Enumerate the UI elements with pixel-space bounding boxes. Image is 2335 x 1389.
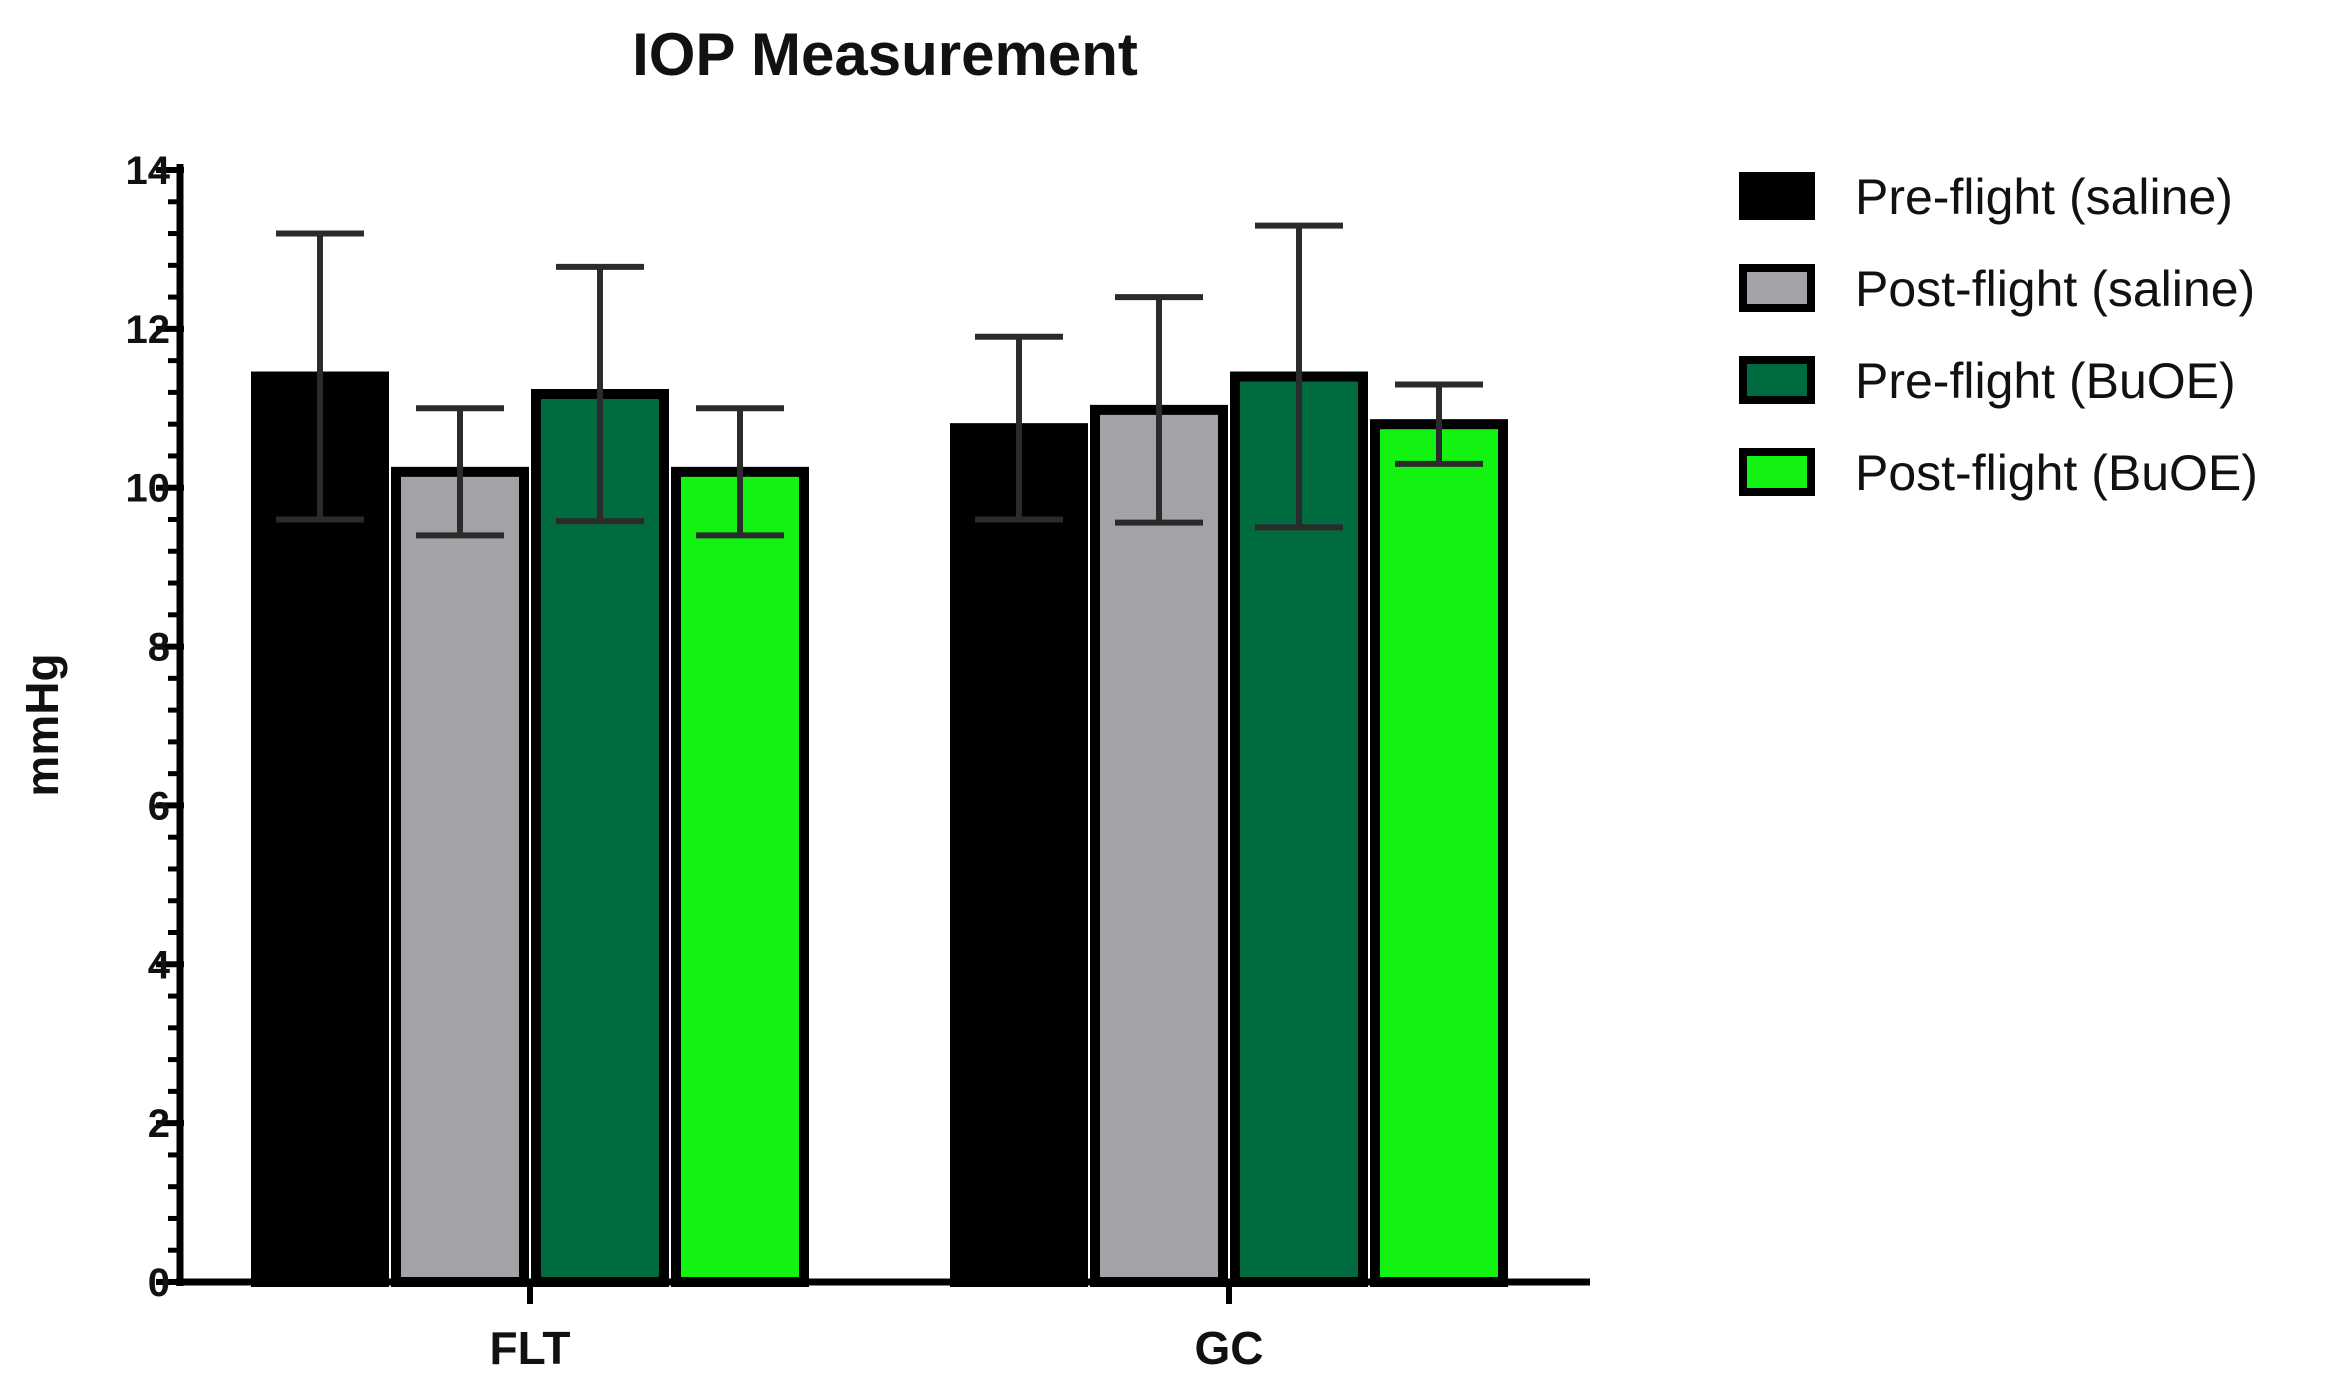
- y-tick-label: 14: [126, 149, 171, 193]
- error-bar-gc-series-1: [975, 333, 1063, 523]
- error-bar-flt-series-1: [276, 230, 364, 523]
- bars-layer: [251, 371, 1508, 1288]
- legend-item: Post-flight (saline): [1739, 261, 2255, 317]
- y-tick-label: 2: [148, 1102, 170, 1146]
- legend-swatch: [1739, 264, 1815, 312]
- legend-swatch: [1739, 356, 1815, 404]
- bar-gc-series-4: [1370, 419, 1508, 1287]
- bar-gc-series-1: [950, 423, 1088, 1287]
- y-tick-label: 8: [148, 626, 170, 670]
- y-axis-label: mmHg: [16, 653, 68, 796]
- error-bar-gc-series-4: [1395, 381, 1483, 467]
- bar-gc-series-2: [1090, 404, 1228, 1288]
- y-tick-label: 12: [126, 308, 171, 352]
- y-tick-label: 0: [148, 1261, 170, 1305]
- error-bar-flt-series-4: [696, 405, 784, 539]
- legend-swatch: [1739, 172, 1815, 220]
- error-bar-gc-series-3: [1255, 222, 1343, 531]
- legend-label: Post-flight (saline): [1855, 261, 2255, 317]
- x-category-label: FLT: [490, 1322, 571, 1374]
- legend-item: Post-flight (BuOE): [1739, 445, 2258, 501]
- y-tick-label: 6: [148, 784, 170, 828]
- bar-flt-series-4: [671, 466, 809, 1288]
- y-tick-label: 4: [148, 943, 171, 987]
- error-bars-layer: [276, 222, 1483, 539]
- chart-title: IOP Measurement: [632, 21, 1138, 88]
- bar-flt-series-2: [391, 466, 529, 1288]
- legend-label: Pre-flight (saline): [1855, 169, 2233, 225]
- y-tick-label: 10: [126, 467, 171, 511]
- legend-item: Pre-flight (BuOE): [1739, 353, 2236, 409]
- legend-swatch: [1739, 448, 1815, 496]
- error-bar-flt-series-3: [556, 263, 644, 525]
- x-category-label: GC: [1195, 1322, 1264, 1374]
- axes-layer: 0 2 4 6 8 10 12 14 FLT GC: [126, 149, 1590, 1374]
- error-bar-flt-series-2: [416, 405, 504, 539]
- legend-item: Pre-flight (saline): [1739, 169, 2233, 225]
- legend: Pre-flight (saline) Post-flight (saline) P…: [1739, 169, 2258, 501]
- error-bar-gc-series-2: [1115, 294, 1203, 526]
- legend-label: Pre-flight (BuOE): [1855, 353, 2236, 409]
- bar-flt-series-3: [531, 388, 669, 1287]
- legend-label: Post-flight (BuOE): [1855, 445, 2258, 501]
